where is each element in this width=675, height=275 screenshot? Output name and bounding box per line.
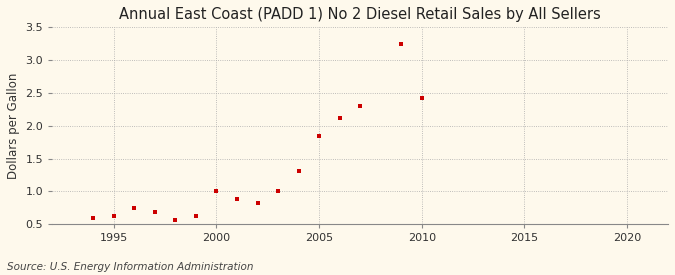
Point [190,214,201,219]
Point [314,133,325,138]
Point [109,214,119,219]
Point [416,96,427,100]
Point [232,196,242,201]
Point [88,216,99,220]
Point [170,218,181,222]
Point [334,116,345,120]
Y-axis label: Dollars per Gallon: Dollars per Gallon [7,73,20,179]
Point [273,189,284,193]
Point [129,206,140,210]
Point [211,189,222,194]
Title: Annual East Coast (PADD 1) No 2 Diesel Retail Sales by All Sellers: Annual East Coast (PADD 1) No 2 Diesel R… [119,7,601,22]
Point [252,201,263,205]
Point [396,42,406,46]
Text: Source: U.S. Energy Information Administration: Source: U.S. Energy Information Administ… [7,262,253,272]
Point [149,210,160,214]
Point [293,169,304,173]
Point [355,104,366,108]
